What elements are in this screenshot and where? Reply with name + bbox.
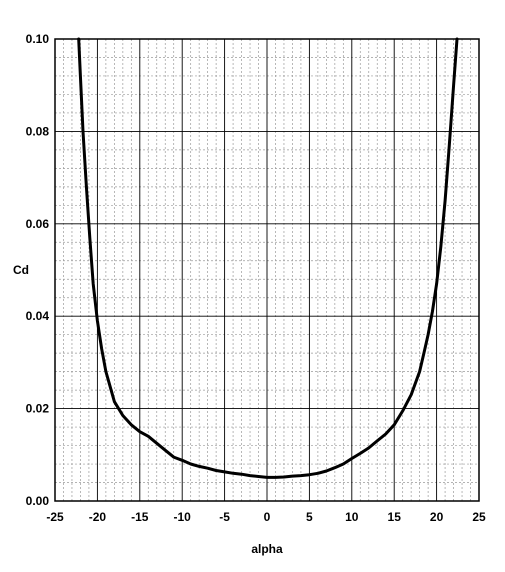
series-line-1	[77, 37, 459, 479]
x-tick-label: -15	[131, 510, 149, 524]
x-axis-label: alpha	[251, 542, 283, 556]
y-axis-label: Cd	[13, 263, 29, 277]
y-tick-label: 0.00	[26, 494, 50, 508]
x-tick-label: 0	[264, 510, 271, 524]
x-tick-label: 5	[306, 510, 313, 524]
y-tick-label: 0.02	[26, 402, 50, 416]
x-tick-label: 20	[430, 510, 444, 524]
major-grid	[55, 39, 479, 501]
x-tick-label: 25	[472, 510, 486, 524]
x-tick-label: 15	[388, 510, 402, 524]
x-tick-label: -25	[46, 510, 64, 524]
x-tick-label: 10	[345, 510, 359, 524]
series-layer	[77, 37, 459, 479]
x-tick-label: -20	[89, 510, 107, 524]
x-tick-labels: -25 -20 -15 -10 -5 0 5 10 15 20 25	[46, 510, 486, 524]
y-tick-label: 0.04	[26, 309, 50, 323]
x-tick-label: -5	[219, 510, 230, 524]
x-tick-label: -10	[174, 510, 192, 524]
y-tick-label: 0.08	[26, 124, 50, 138]
y-tick-label: 0.10	[26, 32, 50, 46]
plot-frame	[54, 38, 480, 502]
y-tick-label: 0.06	[26, 217, 50, 231]
y-tick-labels: 0.00 0.02 0.04 0.06 0.08 0.10	[26, 32, 50, 508]
